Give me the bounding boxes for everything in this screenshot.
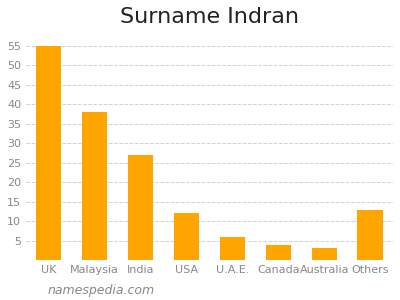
Bar xyxy=(36,46,62,260)
Bar xyxy=(128,155,153,260)
Bar xyxy=(82,112,107,260)
Bar xyxy=(220,237,245,260)
Bar xyxy=(312,248,337,260)
Text: namespedia.com: namespedia.com xyxy=(48,284,155,297)
Bar xyxy=(266,244,291,260)
Bar xyxy=(358,209,383,260)
Title: Surname Indran: Surname Indran xyxy=(120,7,299,27)
Bar xyxy=(174,213,199,260)
